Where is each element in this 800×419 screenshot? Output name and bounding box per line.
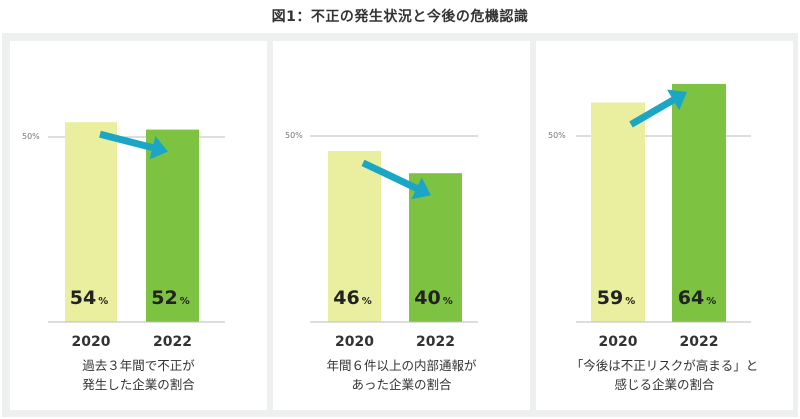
x-tick-2020-chart-1: 2020: [72, 334, 111, 350]
reference-line-label-1: 50%: [22, 132, 40, 141]
caption-2-line-2: あった企業の割合: [351, 377, 452, 392]
reference-line-label-2: 50%: [285, 131, 303, 140]
bar-2022-chart-1: [146, 129, 199, 322]
trend-arrow-3: [629, 89, 687, 128]
caption-3-line-2: 感じる企業の割合: [614, 377, 715, 392]
trend-arrow-2: [361, 159, 431, 200]
chart-panel-3: 50% 59% 2020 64% 2022 「今後は不正リスクが高まる」と 感じる企業の…: [536, 41, 793, 410]
x-tick-2020-chart-2: 2020: [335, 334, 374, 350]
bar-2020-chart-3: [591, 102, 645, 322]
bar-2020-chart-2: [328, 150, 381, 322]
x-tick-2020-chart-3: 2020: [599, 334, 638, 350]
bar-2022-chart-2: [409, 173, 462, 322]
figure-title: 図1：不正の発生状況と今後の危機認識: [271, 9, 529, 25]
reference-line-label-3: 50%: [548, 131, 566, 140]
bar-2020-chart-1: [65, 122, 117, 322]
chart-panel-1: 50% 54% 2020 52% 2022 過去３年間で不正が 発生した企業の割合: [10, 41, 267, 410]
trend-arrow-1: [99, 130, 168, 160]
caption-1-line-1: 過去３年間で不正が: [82, 358, 195, 373]
caption-3-line-1: 「今後は不正リスクが高まる」と: [570, 358, 759, 373]
chart-panel-2: 50% 46% 2020 40% 2022 年間６件以上の内部通報が あった企業の割合: [273, 41, 530, 410]
x-tick-2022-chart-2: 2022: [416, 334, 455, 350]
caption-2: 年間６件以上の内部通報が あった企業の割合: [273, 356, 530, 394]
caption-3: 「今後は不正リスクが高まる」と 感じる企業の割合: [536, 356, 793, 394]
caption-1: 過去３年間で不正が 発生した企業の割合: [10, 356, 267, 394]
caption-1-line-2: 発生した企業の割合: [82, 377, 195, 392]
x-tick-2022-chart-1: 2022: [153, 334, 192, 350]
caption-2-line-1: 年間６件以上の内部通報が: [326, 358, 477, 373]
bar-2022-chart-3: [672, 83, 726, 322]
x-tick-2022-chart-3: 2022: [680, 334, 719, 350]
